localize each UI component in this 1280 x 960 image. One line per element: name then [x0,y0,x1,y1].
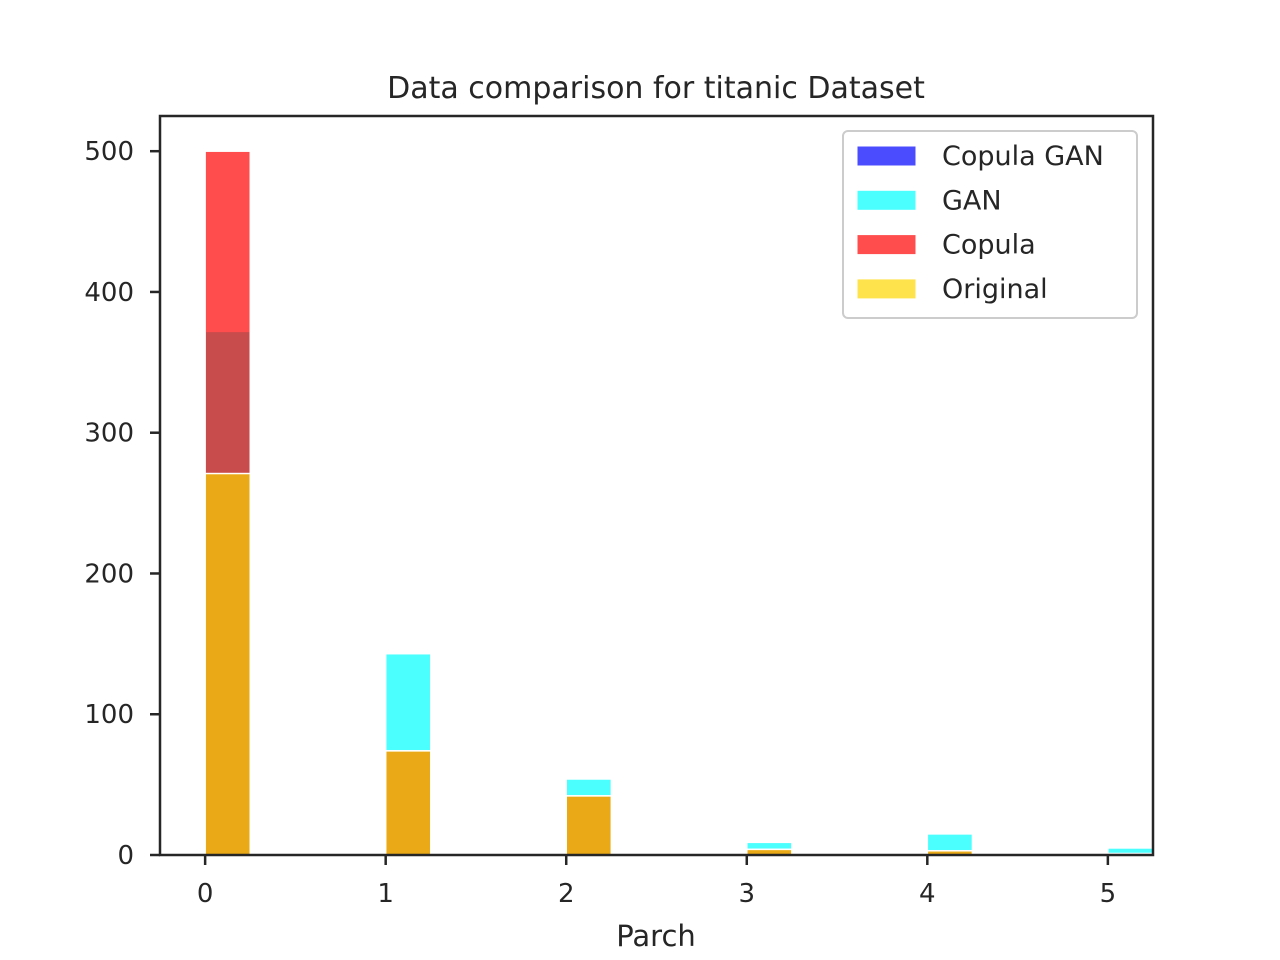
y-tick-label: 100 [84,700,134,730]
y-axis: 0 100 200 300 400 500 [84,137,160,871]
bar-original-2 [565,795,613,856]
x-tick-label: 0 [197,879,214,909]
legend: Copula GAN GAN Copula Original [842,130,1138,319]
bar-original-1 [384,750,432,856]
x-axis-title: Parch [616,919,696,953]
legend-swatch-gan [856,189,917,211]
legend-label-original: Original [942,274,1048,305]
y-tick-label: 400 [84,278,134,308]
legend-label-copula-gan: Copula GAN [942,141,1104,172]
x-tick-label: 1 [377,879,394,909]
y-tick-label: 200 [84,559,134,589]
y-tick-label: 300 [84,419,134,449]
bars-layer [204,150,1154,856]
x-tick-label: 5 [1100,879,1117,909]
legend-label-gan: GAN [942,185,1002,216]
bar-original-0 [204,472,252,856]
legend-swatch-copula-gan [856,145,917,167]
chart-title: Data comparison for titanic Dataset [387,71,925,106]
legend-swatch-original [856,278,917,300]
y-tick-label: 0 [117,841,134,871]
x-tick-label: 4 [919,879,936,909]
y-tick-label: 500 [84,137,134,167]
x-axis: 0 1 2 3 4 5 [197,855,1116,909]
x-tick-label: 2 [558,879,575,909]
legend-box [842,130,1138,319]
plot-area-frame [158,114,1155,857]
x-tick-label: 3 [738,879,755,909]
legend-swatch-copula [856,234,917,256]
legend-label-copula: Copula [942,230,1036,261]
